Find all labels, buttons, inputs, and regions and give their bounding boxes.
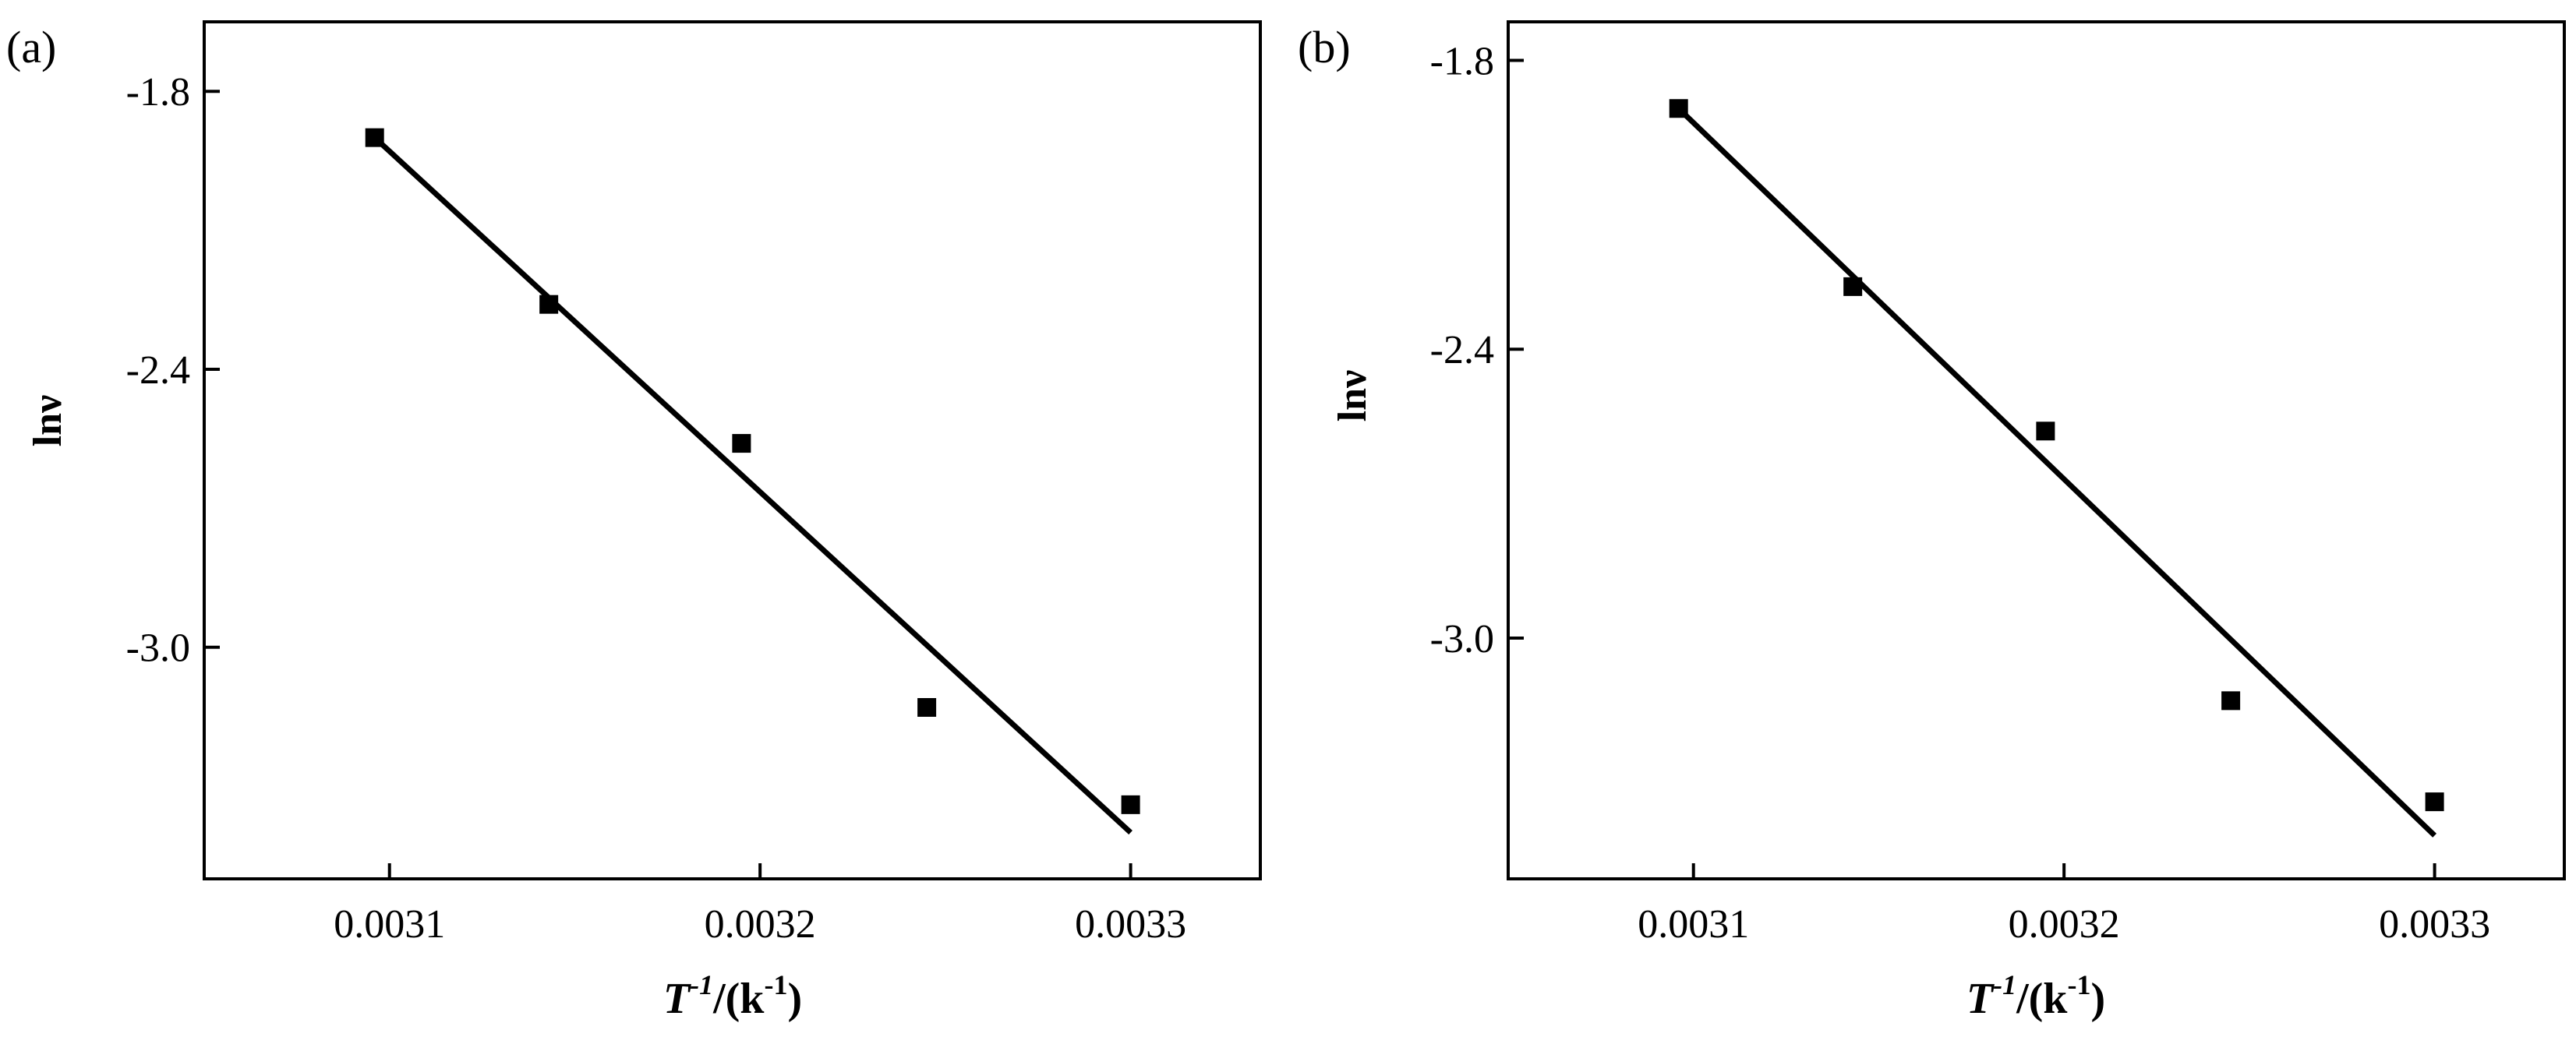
fit-line-group [1677,106,2437,838]
axis-ticks: 0.0031 0.0032 0.0033 -1.8 -2.4 -3.0 [126,70,1186,947]
data-points [365,128,1140,814]
plot-frame [1507,20,2566,880]
fit-line [373,136,1133,835]
y-tick-label: -2.4 [126,348,190,393]
x-axis-label-exponent: -1 [690,969,713,1000]
x-tick-label: 0.0031 [1638,902,1749,947]
y-axis-label: lnν [26,395,70,447]
y-tick-label: -1.8 [1430,39,1494,83]
x-tick-label: 0.0032 [705,902,816,947]
data-point [1669,99,1688,118]
x-axis-label-unit-exponent: -1 [764,969,787,1000]
fit-line [1677,106,2437,838]
data-point [1843,277,1863,296]
x-axis-label-close: ) [2090,975,2105,1023]
plot-frame [203,20,1262,880]
x-tick-label: 0.0032 [2009,902,2120,947]
x-axis-label-exponent: -1 [1993,969,2016,1000]
y-tick-label: -3.0 [126,626,190,671]
x-axis-label-close: ) [787,975,802,1023]
data-point [917,698,937,717]
y-tick-label: -1.8 [126,70,190,115]
fit-line-group [373,136,1133,835]
data-point [539,295,559,314]
panel-label: (a) [6,22,56,72]
data-point [2221,691,2241,711]
data-point [732,434,751,453]
y-axis-label: lnν [1330,370,1375,422]
data-points [1669,99,2444,812]
data-point [2425,792,2444,812]
x-axis-label: T-1/(k-1) [1966,969,2105,1023]
panel-b: (b) 0.0031 0.0032 0.0033 -1.8 -2.4 -3.0 lnν T… [1298,20,2566,1023]
axis-ticks: 0.0031 0.0032 0.0033 -1.8 -2.4 -3.0 [1430,39,2490,947]
x-axis-label-unit: /(k [2016,975,2068,1023]
data-point [2036,422,2055,441]
data-point [365,128,384,147]
x-tick-label: 0.0033 [2379,902,2490,947]
y-tick-label: -2.4 [1430,328,1494,372]
x-axis-label: T-1/(k-1) [663,969,802,1023]
x-tick-label: 0.0033 [1075,902,1186,947]
panel-a: (a) 0.0031 0.0032 0.0033 -1.8 -2.4 -3.0 lnν T… [6,20,1262,1023]
data-point [1121,795,1140,814]
x-tick-label: 0.0031 [334,902,445,947]
panel-label: (b) [1298,22,1351,72]
y-tick-label: -3.0 [1430,617,1494,661]
x-axis-label-symbol: T [1966,975,1995,1023]
x-axis-label-symbol: T [663,975,692,1023]
x-axis-label-unit: /(k [712,975,765,1023]
x-axis-label-unit-exponent: -1 [2067,969,2090,1000]
